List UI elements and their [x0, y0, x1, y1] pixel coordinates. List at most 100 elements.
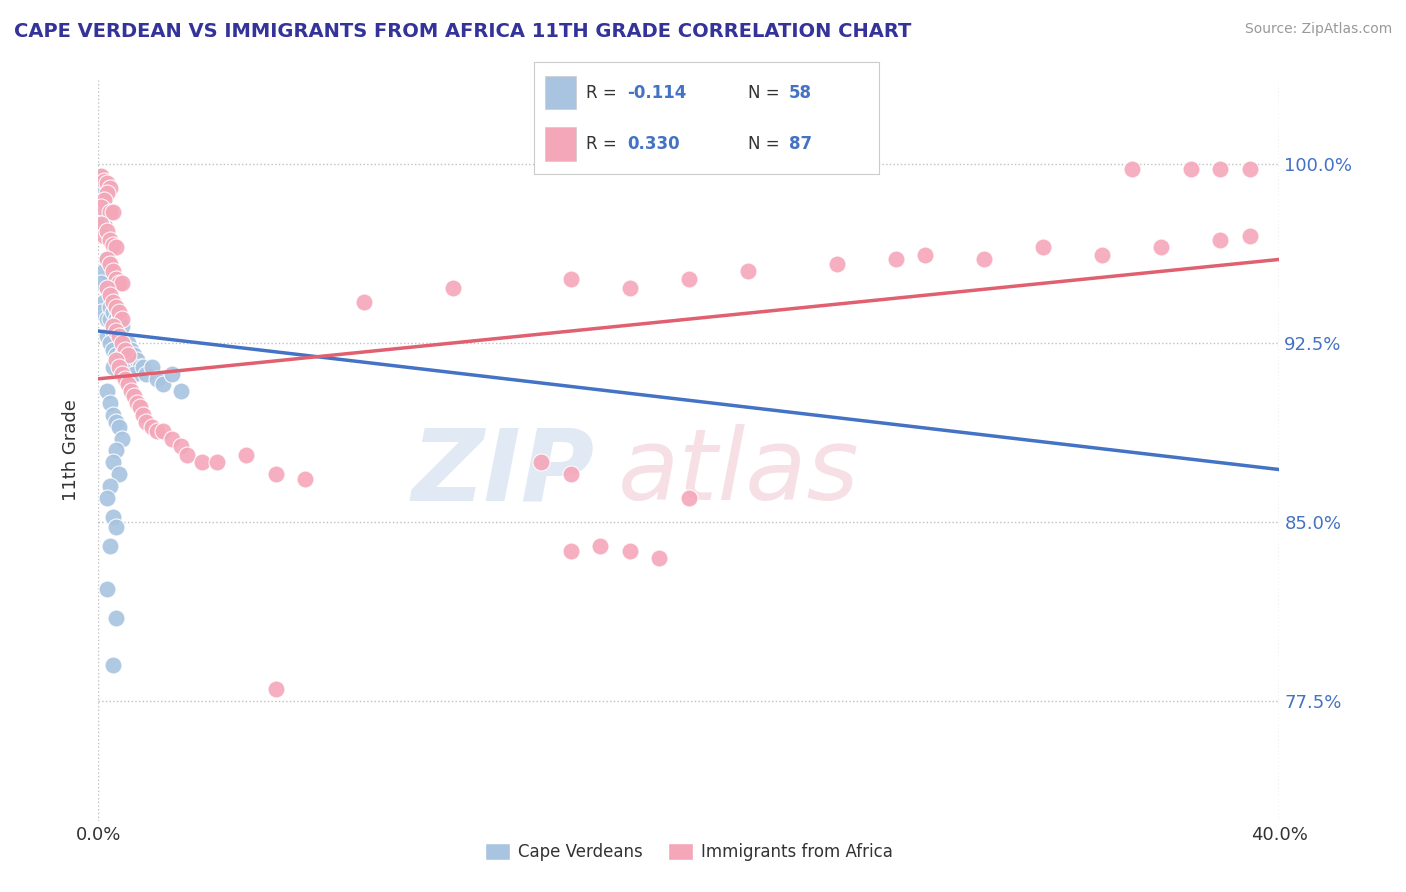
Point [108, 328, 131, 343]
Point [125, 352, 148, 367]
Point [162, 367, 183, 381]
Point [1091, 247, 1114, 261]
Point [96, 328, 118, 343]
Point [90, 200, 112, 214]
Point [111, 312, 134, 326]
Point [170, 439, 193, 453]
Point [1032, 240, 1054, 254]
Point [105, 415, 128, 429]
Point [103, 343, 125, 358]
Point [1150, 240, 1173, 254]
Point [111, 319, 134, 334]
Point [96, 281, 118, 295]
Point [146, 372, 169, 386]
Point [105, 324, 128, 338]
Point [1209, 161, 1232, 176]
Point [235, 448, 257, 462]
Point [96, 312, 118, 326]
Point [128, 401, 150, 415]
Text: 0.330: 0.330 [627, 135, 681, 153]
Point [90, 305, 112, 319]
Point [93, 217, 115, 231]
Point [108, 419, 131, 434]
Point [96, 224, 118, 238]
Point [1180, 161, 1202, 176]
Point [98, 180, 121, 194]
Point [176, 448, 198, 462]
Point [93, 228, 115, 243]
Point [825, 257, 848, 271]
Point [98, 204, 121, 219]
Point [122, 367, 145, 381]
Point [122, 388, 145, 402]
Point [96, 186, 118, 200]
Point [1209, 233, 1232, 247]
Point [117, 376, 139, 391]
Point [103, 408, 125, 422]
Point [96, 582, 118, 596]
Point [103, 295, 125, 310]
Point [648, 550, 671, 565]
Point [90, 217, 112, 231]
Point [619, 543, 641, 558]
Text: Source: ZipAtlas.com: Source: ZipAtlas.com [1244, 22, 1392, 37]
Point [105, 271, 128, 285]
Point [93, 173, 115, 187]
Point [132, 359, 155, 374]
Text: R =: R = [586, 135, 621, 153]
Point [111, 336, 134, 351]
Point [122, 348, 145, 362]
Point [103, 204, 125, 219]
Point [105, 348, 128, 362]
Point [90, 277, 112, 291]
Point [108, 312, 131, 326]
Point [1239, 161, 1261, 176]
Point [96, 491, 118, 506]
Point [98, 257, 121, 271]
Point [103, 305, 125, 319]
Point [973, 252, 995, 267]
Text: CAPE VERDEAN VS IMMIGRANTS FROM AFRICA 11TH GRADE CORRELATION CHART: CAPE VERDEAN VS IMMIGRANTS FROM AFRICA 1… [14, 22, 911, 41]
Point [98, 395, 121, 409]
Point [560, 271, 582, 285]
Point [120, 343, 142, 358]
Point [152, 425, 174, 439]
Point [98, 312, 121, 326]
Point [93, 264, 115, 278]
Point [125, 395, 148, 409]
Point [114, 343, 136, 358]
Y-axis label: 11th Grade: 11th Grade [62, 400, 80, 501]
Point [619, 281, 641, 295]
Point [98, 300, 121, 314]
Point [264, 467, 287, 482]
Point [589, 539, 612, 553]
Point [191, 455, 214, 469]
Point [111, 367, 134, 381]
Point [114, 343, 136, 358]
Point [135, 367, 157, 381]
Point [114, 372, 136, 386]
Point [294, 472, 316, 486]
Point [105, 520, 128, 534]
Point [1121, 161, 1143, 176]
Point [170, 384, 193, 398]
Point [105, 352, 128, 367]
Point [111, 348, 134, 362]
Point [93, 193, 115, 207]
FancyBboxPatch shape [544, 127, 575, 161]
Point [105, 443, 128, 458]
Point [103, 319, 125, 334]
Point [737, 264, 759, 278]
Point [90, 169, 112, 183]
Point [117, 359, 139, 374]
Point [353, 295, 375, 310]
Point [108, 352, 131, 367]
Point [1239, 228, 1261, 243]
Point [441, 281, 464, 295]
Point [152, 376, 174, 391]
Text: ZIP: ZIP [412, 425, 595, 521]
Point [141, 419, 163, 434]
Point [103, 324, 125, 338]
Point [108, 359, 131, 374]
FancyBboxPatch shape [544, 76, 575, 109]
